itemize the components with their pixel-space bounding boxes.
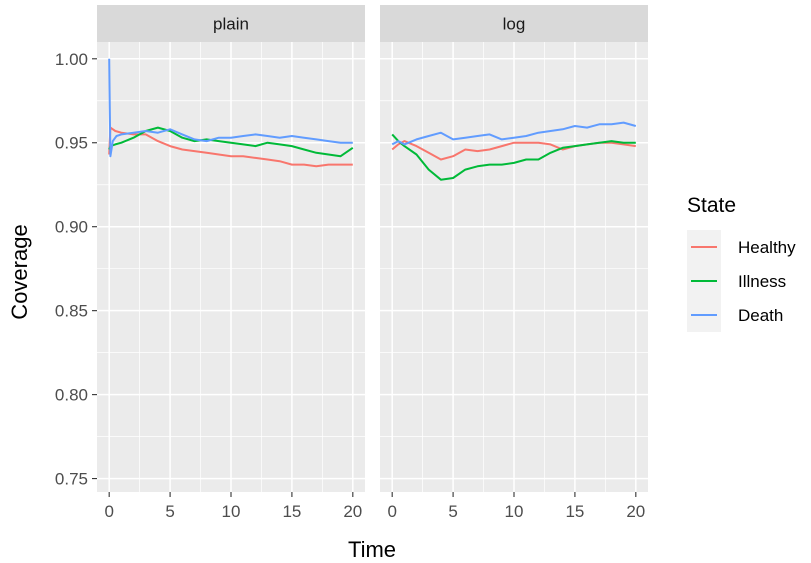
x-tick-label: 0 bbox=[104, 502, 113, 521]
series-line-death bbox=[108, 58, 353, 158]
series-line-illness bbox=[391, 133, 636, 181]
x-tick-label: 10 bbox=[222, 502, 241, 521]
y-tick-label: 0.90 bbox=[55, 218, 88, 237]
panel-title: plain bbox=[213, 15, 249, 34]
y-axis-title: Coverage bbox=[7, 224, 32, 319]
x-tick-label: 5 bbox=[448, 502, 457, 521]
x-tick-label: 20 bbox=[626, 502, 645, 521]
panel-strip bbox=[97, 5, 365, 42]
panel-log: log 0 5 10 15 20 bbox=[380, 5, 648, 521]
series-line-death bbox=[391, 121, 637, 146]
panel-strip bbox=[380, 5, 648, 42]
series-line-illness bbox=[108, 126, 354, 158]
legend: State Healthy Illness Death bbox=[687, 194, 796, 332]
x-tick-label: 20 bbox=[343, 502, 362, 521]
x-axis-title: Time bbox=[348, 537, 396, 562]
x-tick-label: 15 bbox=[565, 502, 584, 521]
legend-title: State bbox=[687, 194, 736, 217]
x-tick-label: 10 bbox=[505, 502, 524, 521]
y-tick-label: 0.75 bbox=[55, 470, 88, 489]
x-tick-label: 0 bbox=[387, 502, 396, 521]
x-tick-label: 5 bbox=[165, 502, 174, 521]
panel-plain: plain 0 5 10 15 20 bbox=[97, 5, 365, 521]
y-tick-label: 0.85 bbox=[55, 302, 88, 321]
y-tick-label: 0.95 bbox=[55, 134, 88, 153]
panel-title: log bbox=[503, 15, 526, 34]
legend-label: Healthy bbox=[738, 238, 796, 257]
legend-label: Death bbox=[738, 306, 783, 325]
y-tick-label: 0.80 bbox=[55, 386, 88, 405]
legend-label: Illness bbox=[738, 272, 786, 291]
y-tick-label: 1.00 bbox=[55, 50, 88, 69]
x-tick-label: 15 bbox=[282, 502, 301, 521]
